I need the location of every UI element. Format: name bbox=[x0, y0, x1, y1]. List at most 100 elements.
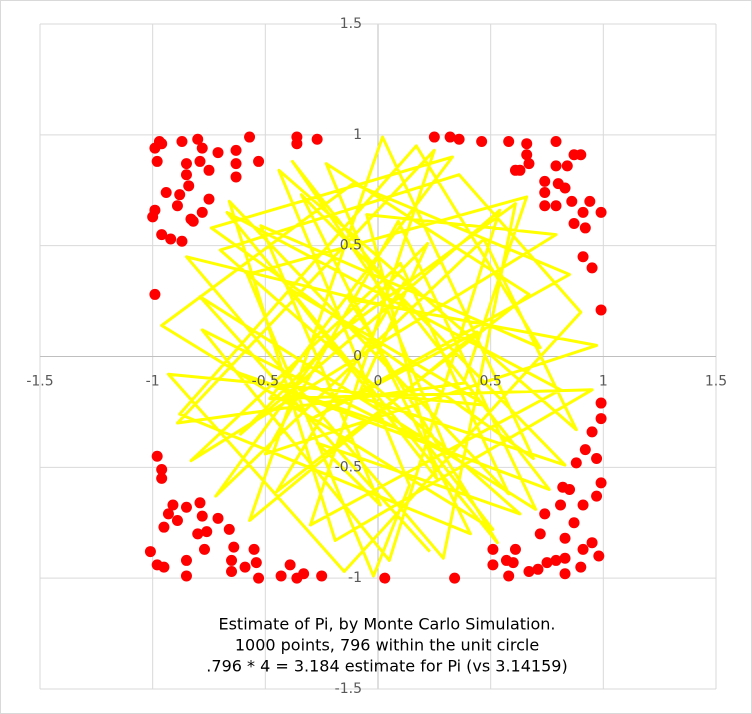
data-point bbox=[591, 490, 603, 502]
data-point bbox=[539, 175, 551, 187]
data-point bbox=[487, 543, 499, 555]
y-tick-label: 1.5 bbox=[340, 16, 362, 32]
data-point bbox=[226, 566, 238, 578]
data-point bbox=[192, 133, 204, 145]
data-point bbox=[577, 499, 589, 511]
data-point bbox=[171, 200, 183, 212]
data-point bbox=[550, 554, 562, 566]
data-point bbox=[595, 206, 607, 218]
data-point bbox=[595, 397, 607, 409]
data-point bbox=[201, 526, 213, 538]
data-point bbox=[180, 570, 192, 582]
data-point bbox=[532, 563, 544, 575]
y-tick-label: -0.5 bbox=[335, 459, 362, 475]
y-tick-label: 0 bbox=[353, 349, 362, 365]
data-point bbox=[579, 444, 591, 456]
data-point bbox=[579, 222, 591, 234]
x-tick-label: 1 bbox=[599, 374, 608, 390]
data-point bbox=[158, 521, 170, 533]
y-tick-label: 0.5 bbox=[340, 238, 362, 254]
data-point bbox=[162, 508, 174, 520]
data-point bbox=[239, 561, 251, 573]
data-point bbox=[311, 133, 323, 145]
x-tick-label: 0 bbox=[374, 374, 383, 390]
data-point bbox=[509, 543, 521, 555]
data-point bbox=[250, 557, 262, 569]
x-tick-label: -1 bbox=[146, 374, 160, 390]
data-point bbox=[230, 144, 242, 156]
data-point bbox=[476, 135, 488, 147]
data-point bbox=[203, 164, 215, 176]
data-point bbox=[521, 138, 533, 150]
data-point bbox=[568, 218, 580, 229]
data-point bbox=[561, 160, 573, 172]
data-point bbox=[156, 229, 168, 241]
data-point bbox=[174, 189, 186, 201]
data-point bbox=[253, 155, 265, 167]
annotation: 1000 points, 796 within the unit circle bbox=[235, 636, 539, 655]
data-point bbox=[196, 142, 208, 154]
data-point bbox=[577, 543, 589, 555]
data-point bbox=[539, 186, 551, 198]
data-point bbox=[550, 160, 562, 172]
data-point bbox=[180, 554, 192, 566]
data-point bbox=[291, 138, 303, 150]
data-point bbox=[593, 550, 605, 562]
data-point bbox=[230, 158, 242, 170]
data-point bbox=[577, 206, 589, 218]
data-point bbox=[144, 546, 156, 558]
data-point bbox=[248, 543, 260, 555]
data-point bbox=[564, 484, 576, 495]
data-point bbox=[194, 155, 206, 167]
data-point bbox=[275, 570, 287, 582]
data-point bbox=[507, 557, 519, 569]
data-point bbox=[550, 200, 562, 212]
data-point bbox=[575, 149, 587, 161]
data-point bbox=[223, 523, 235, 535]
data-point bbox=[180, 158, 192, 170]
data-point bbox=[230, 171, 242, 183]
y-tick-label: -1.5 bbox=[335, 681, 362, 697]
data-point bbox=[523, 566, 535, 578]
data-point bbox=[151, 155, 163, 167]
data-point bbox=[566, 195, 578, 207]
data-point bbox=[539, 200, 551, 212]
annotation: Estimate of Pi, by Monte Carlo Simulatio… bbox=[218, 615, 555, 634]
data-point bbox=[196, 510, 208, 522]
data-point bbox=[379, 572, 391, 584]
data-point bbox=[559, 532, 571, 544]
data-point bbox=[541, 557, 553, 569]
data-point bbox=[160, 186, 172, 198]
data-point bbox=[176, 135, 188, 147]
data-point bbox=[595, 304, 607, 316]
data-point bbox=[198, 543, 210, 555]
data-point bbox=[298, 568, 310, 580]
data-point bbox=[591, 452, 603, 464]
data-point bbox=[453, 133, 465, 145]
data-point bbox=[503, 135, 515, 147]
data-point bbox=[212, 147, 224, 159]
data-point bbox=[149, 288, 161, 300]
data-point bbox=[187, 215, 199, 227]
y-tick-label: -1 bbox=[348, 570, 362, 586]
annotation: .796 * 4 = 3.184 estimate for Pi (vs 3.1… bbox=[206, 657, 567, 676]
data-point bbox=[586, 537, 598, 549]
data-point bbox=[316, 570, 328, 582]
data-point bbox=[167, 499, 179, 511]
data-point bbox=[158, 561, 170, 573]
data-point bbox=[559, 568, 571, 580]
data-point bbox=[586, 426, 598, 438]
data-point bbox=[568, 517, 580, 529]
data-point bbox=[509, 164, 521, 176]
data-point bbox=[570, 457, 582, 469]
data-point bbox=[171, 515, 183, 527]
data-point bbox=[192, 528, 204, 540]
data-point bbox=[577, 251, 589, 263]
x-tick-label: 1.5 bbox=[705, 374, 727, 390]
data-line bbox=[160, 135, 599, 578]
data-point bbox=[180, 169, 192, 181]
data-point bbox=[165, 233, 177, 245]
data-point bbox=[444, 131, 456, 143]
x-tick-label: -1.5 bbox=[26, 374, 53, 390]
